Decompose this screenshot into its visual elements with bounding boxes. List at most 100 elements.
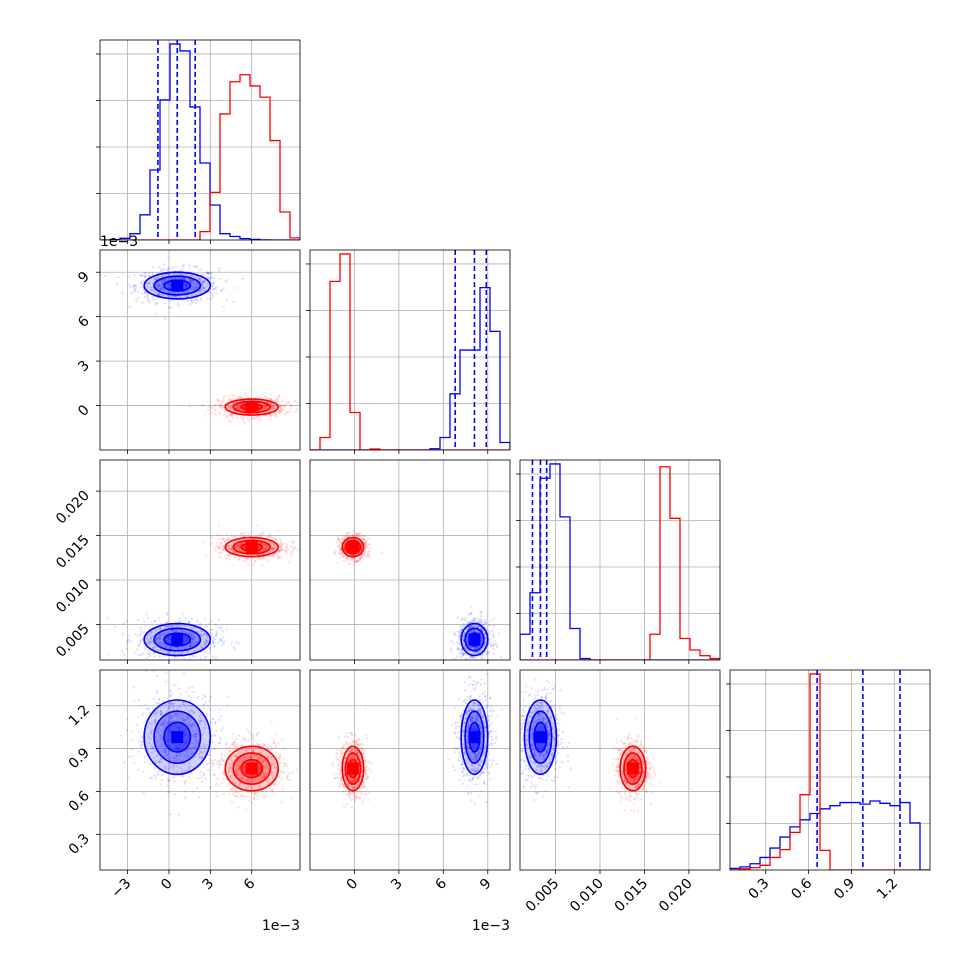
sample-point (284, 545, 288, 549)
sample-point (253, 791, 256, 795)
sample-point (171, 776, 174, 780)
sample-point (201, 286, 205, 290)
sample-point (243, 754, 246, 758)
sample-point (174, 713, 178, 716)
sample-point (169, 756, 172, 759)
sample-point (230, 758, 234, 761)
sample-point (265, 544, 268, 547)
sample-point (215, 795, 219, 798)
sample-point (247, 738, 251, 741)
sample-point (136, 716, 140, 719)
sample-point (155, 637, 158, 640)
sample-point (342, 546, 345, 549)
sample-point (461, 654, 464, 658)
sample-point (191, 746, 195, 750)
sample-point (174, 277, 178, 280)
sample-point (461, 651, 465, 654)
sample-point (217, 534, 221, 538)
sample-point (201, 283, 204, 286)
sample-point (244, 559, 248, 563)
sample-point (211, 717, 214, 721)
sample-point (291, 541, 295, 544)
sample-point (166, 631, 169, 634)
sample-point (237, 405, 241, 408)
sample-point (271, 549, 274, 552)
sample-point (463, 645, 467, 648)
sample-point (466, 635, 469, 638)
sample-point (187, 710, 191, 713)
sample-point (271, 555, 274, 558)
sample-point (167, 730, 170, 733)
sample-point (191, 284, 194, 287)
sample-point (151, 625, 154, 628)
sample-point (360, 555, 364, 559)
sample-point (272, 543, 276, 546)
y-offset-label: 1e−3 (100, 234, 138, 250)
sample-point (179, 662, 181, 664)
sample-point (192, 790, 195, 793)
sample-point (184, 637, 187, 640)
sample-point (194, 636, 197, 639)
sample-point (113, 625, 117, 628)
sample-point (172, 768, 175, 771)
sample-point (217, 537, 220, 540)
sample-point (211, 295, 215, 298)
sample-point (188, 644, 191, 647)
sample-point (273, 395, 277, 399)
sample-point (469, 625, 473, 628)
sample-point (150, 630, 153, 634)
sample-point (199, 276, 202, 280)
sample-point (139, 632, 142, 635)
sample-point (358, 535, 361, 538)
sample-point (209, 720, 212, 724)
sample-point (355, 534, 358, 538)
sample-point (146, 707, 149, 711)
sample-point (230, 414, 233, 417)
sample-point (267, 555, 270, 558)
sample-point (186, 651, 189, 654)
sample-point (121, 650, 124, 653)
sample-point (363, 538, 366, 541)
sample-point (484, 622, 487, 625)
sample-point (165, 626, 169, 629)
sample-point (176, 630, 179, 633)
sample-point (205, 271, 208, 274)
sample-point (163, 726, 166, 729)
sample-point (238, 785, 241, 788)
sample-point (200, 281, 203, 284)
sample-point (173, 656, 176, 659)
sample-point (219, 552, 222, 555)
sample-point (198, 752, 201, 756)
sample-point (238, 545, 241, 548)
sample-point (355, 533, 359, 536)
sample-point (182, 718, 185, 721)
sample-point (355, 534, 359, 537)
sample-point (265, 547, 268, 550)
sample-point (168, 306, 171, 309)
sample-point (243, 405, 247, 408)
sample-point (226, 545, 229, 548)
sample-point (187, 736, 190, 739)
sample-point (339, 546, 342, 549)
sample-point (202, 286, 205, 290)
sample-point (192, 643, 195, 646)
sample-point (158, 750, 162, 753)
sample-point (175, 277, 178, 280)
sample-point (212, 640, 215, 644)
sample-point (190, 710, 193, 713)
sample-point (179, 624, 182, 628)
sample-point (462, 618, 466, 621)
sample-point (234, 397, 238, 401)
sample-point (164, 765, 167, 768)
sample-point (217, 759, 220, 763)
sample-point (270, 408, 274, 411)
sample-point (219, 544, 222, 547)
sample-point (163, 751, 167, 754)
sample-point (149, 762, 152, 765)
sample-point (178, 706, 182, 709)
sample-point (200, 630, 203, 633)
sample-point (186, 299, 190, 303)
sample-point (185, 284, 188, 287)
sample-point (185, 756, 188, 760)
